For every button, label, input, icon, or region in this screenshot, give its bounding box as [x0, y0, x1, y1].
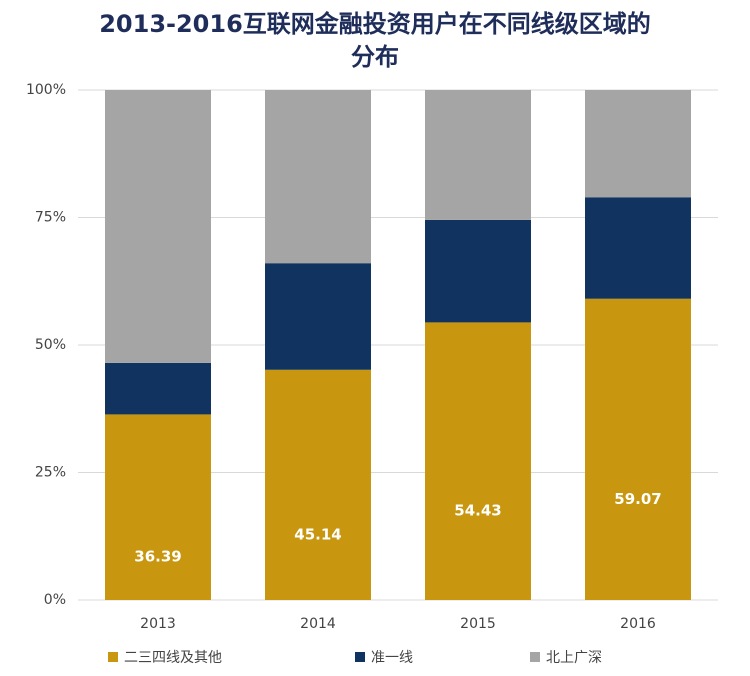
legend-swatch	[108, 652, 118, 662]
chart-title: 2013-2016互联网金融投资用户在不同线级区域的分布	[99, 10, 651, 71]
bar-segment	[265, 369, 371, 600]
bar-segment	[585, 90, 691, 198]
data-label: 36.39	[134, 548, 181, 566]
x-tick-label: 2013	[140, 616, 176, 632]
x-tick-label: 2016	[620, 616, 656, 632]
legend-label: 北上广深	[546, 650, 602, 666]
bar-segment	[105, 90, 211, 363]
y-tick-label: 0%	[44, 592, 66, 608]
bar-segment	[585, 197, 691, 299]
data-label: 54.43	[454, 502, 501, 520]
y-tick-label: 75%	[35, 210, 66, 226]
x-tick-label: 2015	[460, 616, 496, 632]
bar-segment	[425, 219, 531, 323]
bar-segment	[265, 90, 371, 264]
data-label: 59.07	[614, 490, 661, 508]
legend-swatch	[530, 652, 540, 662]
bar-segment	[425, 322, 531, 600]
y-tick-label: 100%	[26, 82, 66, 98]
bar-segment	[265, 263, 371, 370]
legend-swatch	[355, 652, 365, 662]
bar-segment	[425, 90, 531, 220]
x-tick-label: 2014	[300, 616, 336, 632]
legend-label: 二三四线及其他	[124, 650, 222, 666]
data-label: 45.14	[294, 525, 341, 543]
y-tick-label: 25%	[35, 465, 66, 481]
bar-segment	[105, 414, 211, 600]
y-tick-label: 50%	[35, 337, 66, 353]
legend-label: 准一线	[371, 650, 413, 666]
bar-segment	[585, 298, 691, 600]
bar-segment	[105, 362, 211, 415]
